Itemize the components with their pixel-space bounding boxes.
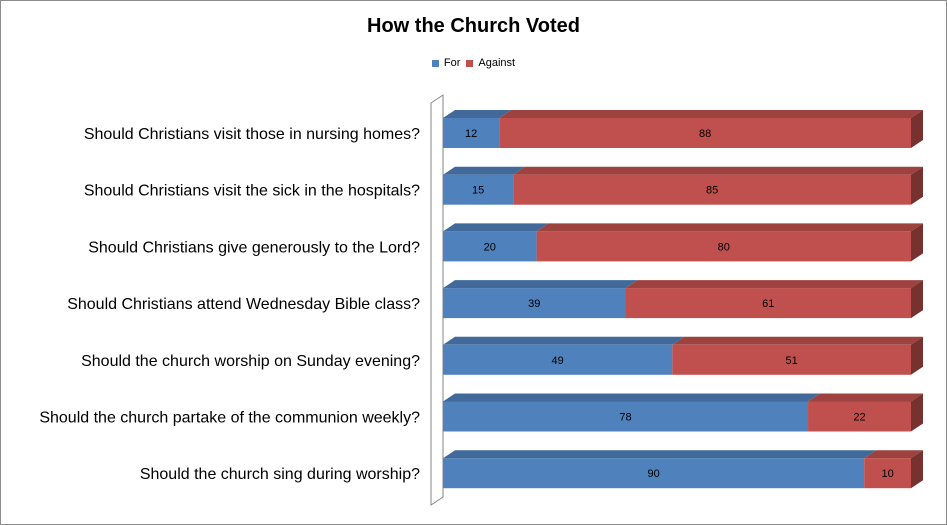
bar-top-against — [808, 393, 923, 402]
data-label-for: 49 — [552, 355, 564, 367]
bar-for — [443, 458, 865, 489]
bar-top-against — [536, 223, 923, 232]
data-label-against: 22 — [853, 412, 865, 424]
bar-against — [513, 174, 911, 205]
bar-side-against — [911, 336, 923, 375]
category-label: Should the church sing during worship? — [140, 466, 420, 483]
legend-label-for: For — [443, 57, 461, 69]
bar-top-for — [443, 450, 877, 459]
bar-top-for — [443, 280, 638, 289]
category-label: Should Christians attend Wednesday Bible… — [67, 296, 420, 313]
category-label: Should Christians give generously to the… — [88, 239, 420, 256]
bar-top-for — [443, 223, 549, 232]
data-label-against: 61 — [762, 298, 774, 310]
category-label: Should the church worship on Sunday even… — [81, 353, 420, 370]
chart-title: How the Church Voted — [367, 15, 580, 37]
category-label: Should Christians visit those in nursing… — [84, 126, 420, 143]
legend-item-against: Against — [466, 57, 515, 69]
bar-side-against — [911, 280, 923, 319]
bar-top-for — [443, 110, 512, 118]
legend-label-against: Against — [478, 57, 516, 69]
bar-for — [443, 174, 514, 205]
data-label-against: 10 — [881, 468, 893, 480]
bar-side-against — [911, 393, 923, 432]
bar-for — [443, 118, 500, 148]
legend: For Against — [1, 57, 946, 69]
legend-item-for: For — [431, 57, 461, 69]
data-label-against: 88 — [699, 128, 711, 140]
bar-for — [443, 288, 626, 319]
axis-wall — [430, 94, 444, 506]
bar-against — [808, 401, 911, 432]
bar-against — [625, 288, 911, 319]
data-label-against: 51 — [786, 355, 798, 367]
data-label-for: 20 — [484, 241, 496, 253]
bar-top-against — [672, 336, 923, 345]
bar-top-for — [443, 336, 685, 345]
data-label-against: 85 — [706, 185, 718, 197]
bar-top-against — [625, 280, 923, 289]
data-label-for: 78 — [619, 412, 631, 424]
data-label-for: 12 — [465, 128, 477, 140]
bar-side-against — [911, 110, 923, 148]
bar-for — [443, 231, 537, 262]
bar-against — [864, 458, 911, 489]
bar-side-against — [911, 223, 923, 262]
category-label: Should the church partake of the communi… — [39, 410, 420, 427]
bar-side-against — [911, 166, 923, 205]
bar-against — [672, 344, 911, 375]
bar-top-against — [513, 166, 923, 175]
category-label: Should Christians visit the sick in the … — [84, 183, 420, 200]
bar-against — [499, 118, 911, 148]
data-label-against: 80 — [718, 241, 730, 253]
bar-for — [443, 344, 673, 375]
bar-side-against — [911, 450, 923, 489]
bar-top-for — [443, 166, 526, 175]
bar-against — [536, 231, 911, 262]
data-label-for: 90 — [647, 468, 659, 480]
bar-for — [443, 401, 809, 432]
bar-top-against — [499, 110, 923, 118]
bar-top-for — [443, 393, 821, 402]
legend-swatch-against — [466, 59, 474, 67]
legend-swatch-for — [431, 59, 439, 67]
data-label-for: 39 — [528, 298, 540, 310]
data-label-for: 15 — [472, 185, 484, 197]
bar-top-against — [864, 450, 923, 459]
